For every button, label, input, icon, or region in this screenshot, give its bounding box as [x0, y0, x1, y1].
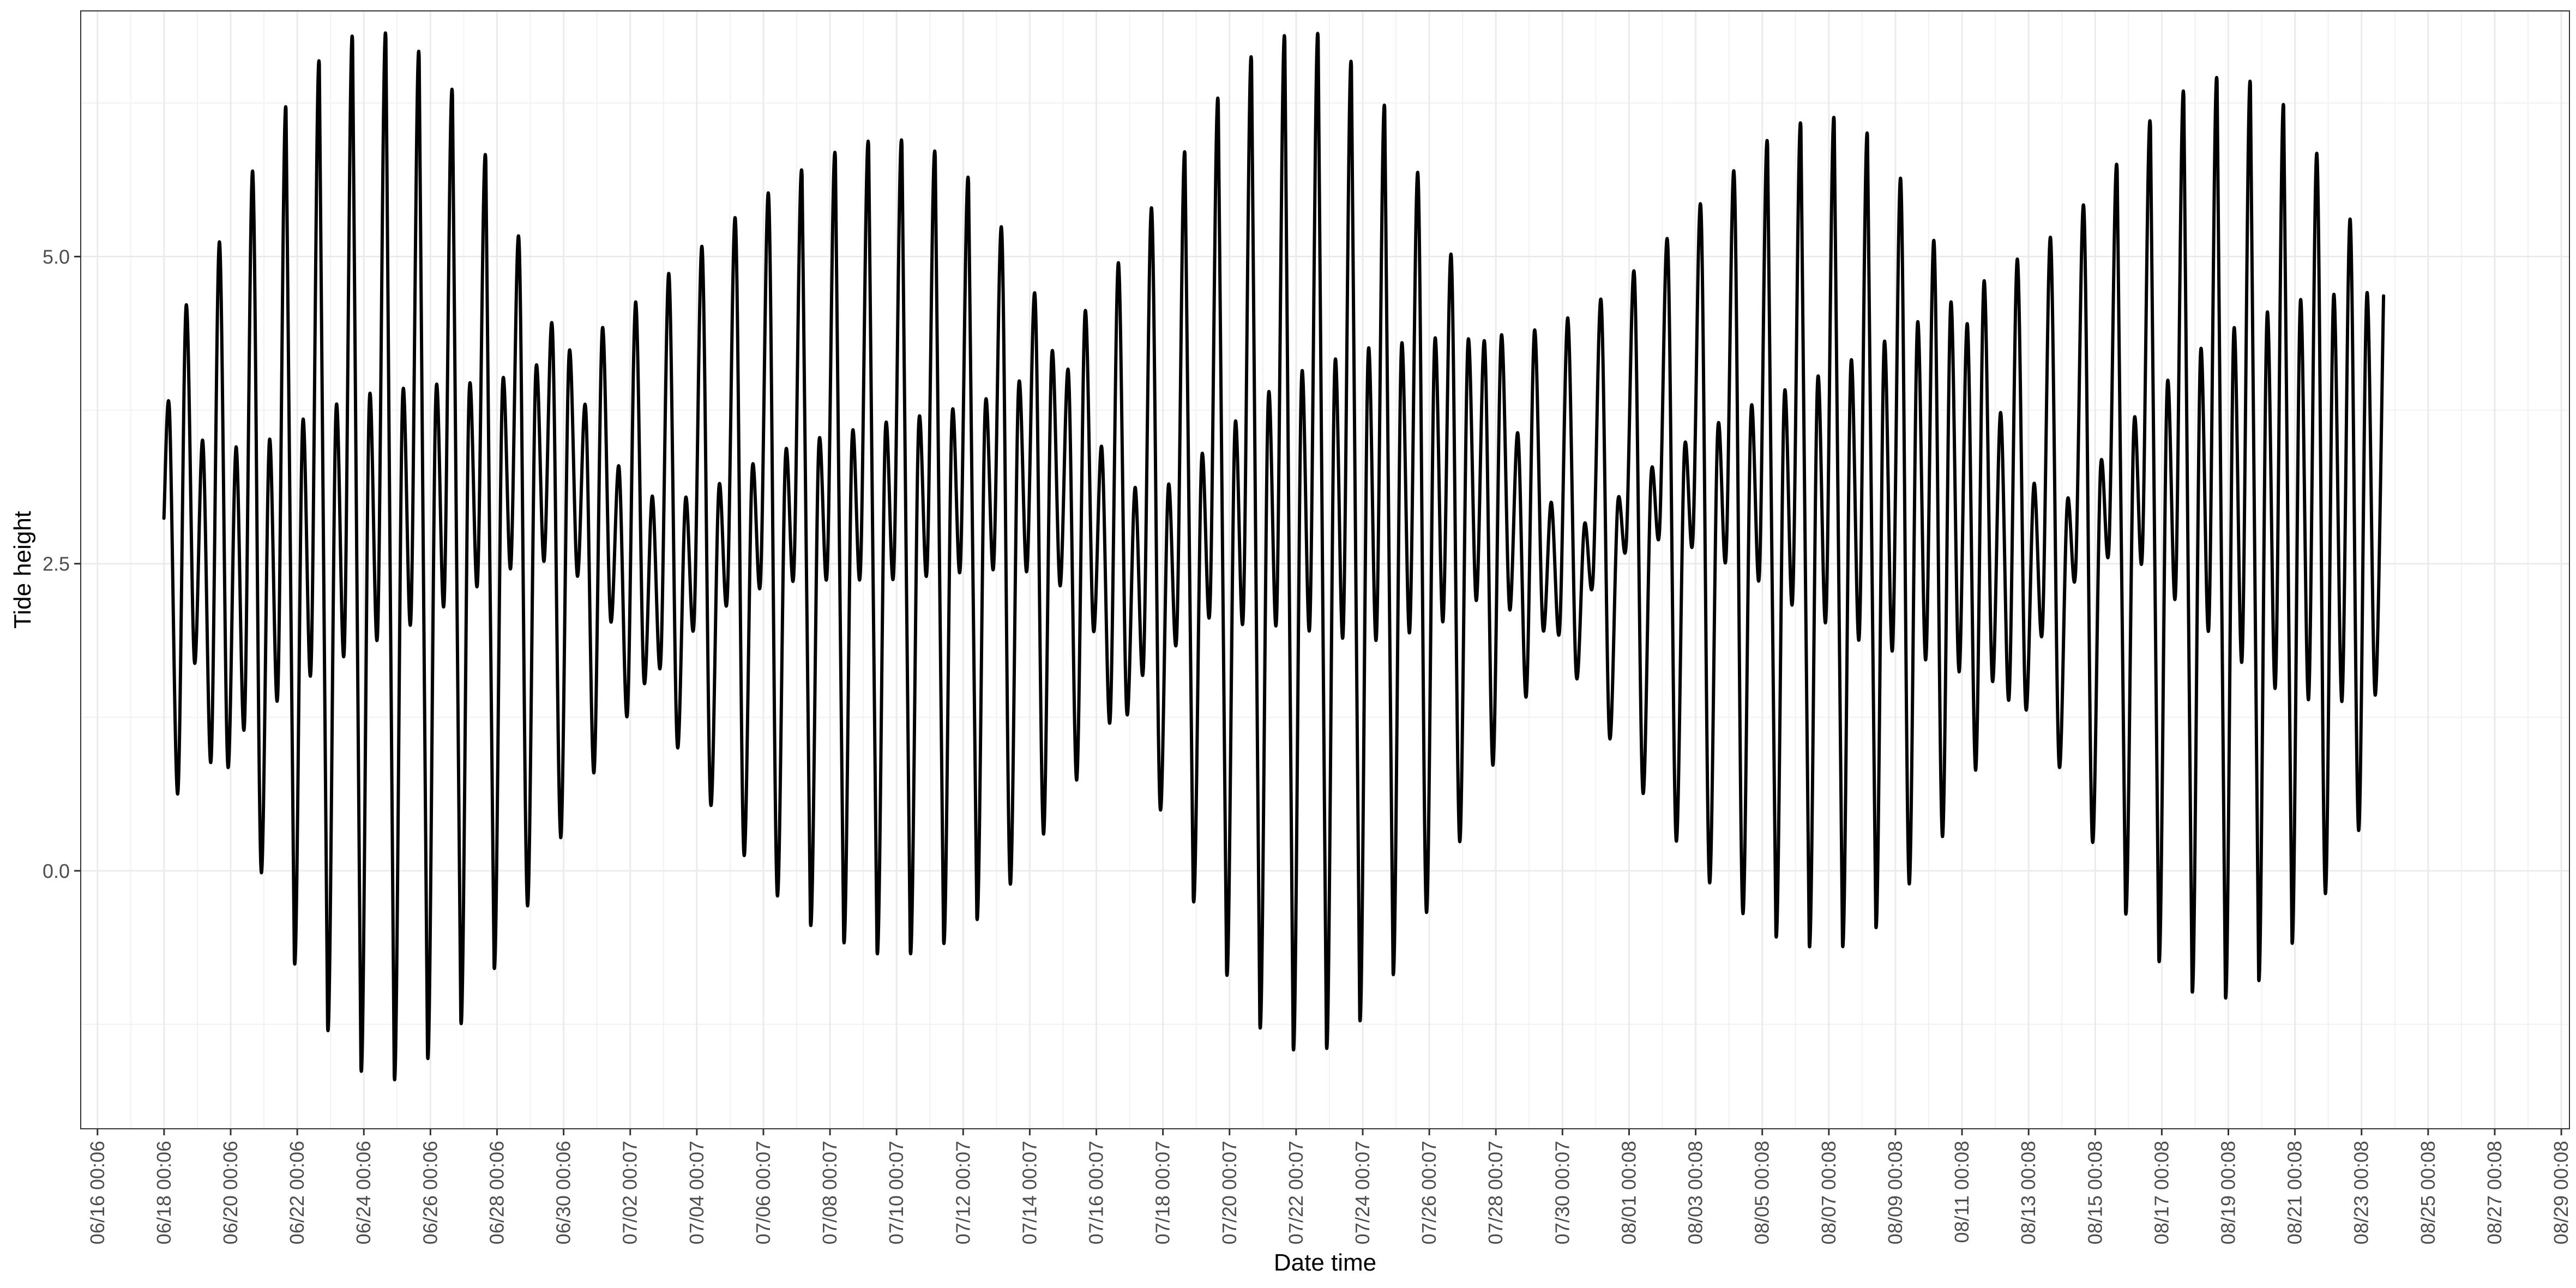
x-tick-label: 07/12 00:07 — [952, 1141, 974, 1244]
x-tick-label: 07/06 00:07 — [752, 1141, 774, 1244]
x-tick-label: 08/01 00:08 — [1617, 1141, 1640, 1244]
tide-height-line — [162, 31, 2386, 1081]
x-tick-label: 08/05 00:08 — [1751, 1141, 1773, 1244]
x-tick-label: 06/30 00:06 — [552, 1141, 575, 1244]
x-tick-label: 08/11 00:08 — [1951, 1141, 1973, 1243]
x-tick-label: 07/24 00:07 — [1351, 1141, 1374, 1244]
x-tick-label: 06/28 00:06 — [485, 1141, 508, 1244]
x-tick-label: 08/13 00:08 — [2017, 1141, 2039, 1244]
plot-border — [80, 10, 2570, 1129]
x-axis-title: Date time — [1274, 1249, 1376, 1276]
x-tick-label: 06/16 00:06 — [86, 1141, 109, 1244]
x-tick-label: 08/23 00:08 — [2350, 1141, 2373, 1244]
y-axis: 0.0 2.5 5.0 — [43, 246, 81, 882]
x-tick-label: 08/21 00:08 — [2284, 1141, 2306, 1244]
x-tick-label: 07/26 00:07 — [1418, 1141, 1440, 1244]
x-tick-label: 07/10 00:07 — [885, 1141, 907, 1244]
y-tick-label: 5.0 — [43, 246, 70, 268]
x-tick-label: 08/17 00:08 — [2150, 1141, 2172, 1244]
x-tick-label: 08/03 00:08 — [1684, 1141, 1707, 1244]
x-tick-label: 07/18 00:07 — [1152, 1141, 1174, 1244]
x-axis: 06/16 00:06 06/18 00:06 06/20 00:06 06/22 0… — [86, 1129, 2572, 1244]
x-tick-label: 06/18 00:06 — [153, 1141, 175, 1244]
x-tick-label: 07/14 00:07 — [1018, 1141, 1040, 1244]
x-tick-label: 08/19 00:08 — [2217, 1141, 2240, 1244]
x-tick-label: 07/04 00:07 — [685, 1141, 708, 1244]
x-tick-label: 07/08 00:07 — [818, 1141, 841, 1244]
x-tick-label: 08/29 00:08 — [2550, 1141, 2572, 1244]
x-tick-label: 06/26 00:06 — [419, 1141, 441, 1244]
x-tick-label: 08/07 00:08 — [1817, 1141, 1840, 1244]
x-tick-label: 07/22 00:07 — [1285, 1141, 1307, 1244]
x-tick-label: 06/22 00:06 — [286, 1141, 308, 1244]
x-tick-label: 08/09 00:08 — [1884, 1141, 1906, 1244]
x-tick-label: 07/28 00:07 — [1484, 1141, 1507, 1244]
x-tick-label: 08/27 00:08 — [2483, 1141, 2506, 1244]
x-tick-label: 08/25 00:08 — [2417, 1141, 2439, 1244]
y-tick-label: 0.0 — [43, 860, 70, 882]
x-tick-label: 07/20 00:07 — [1218, 1141, 1241, 1244]
y-tick-label: 2.5 — [43, 553, 70, 575]
series-layer — [162, 31, 2386, 1081]
x-tick-label: 08/15 00:08 — [2084, 1141, 2106, 1244]
x-tick-label: 06/24 00:06 — [352, 1141, 375, 1244]
y-axis-title: Tide height — [9, 511, 36, 629]
x-tick-label: 07/16 00:07 — [1085, 1141, 1108, 1244]
x-tick-label: 07/30 00:07 — [1551, 1141, 1573, 1244]
x-tick-label: 07/02 00:07 — [619, 1141, 641, 1244]
x-tick-label: 06/20 00:06 — [219, 1141, 242, 1244]
